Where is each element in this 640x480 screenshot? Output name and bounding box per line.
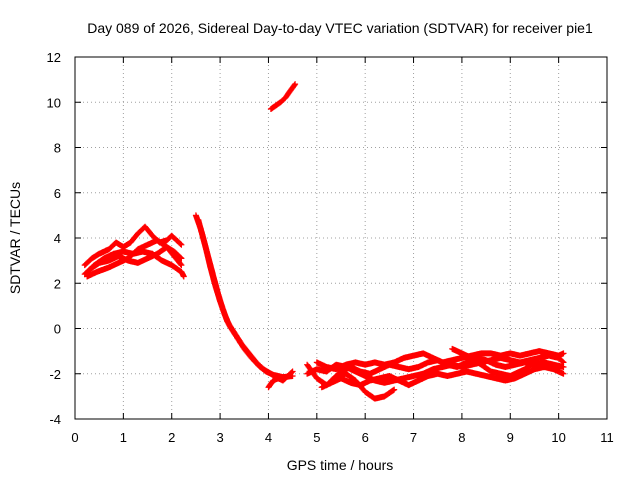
x-tick-label: 10 [551,430,565,445]
data-point [84,237,185,280]
series-track-7 [265,368,296,391]
data-point [328,354,567,384]
x-tick-label: 2 [168,430,175,445]
series-track-12 [318,364,567,391]
x-tick-label: 7 [410,430,417,445]
y-tick-label: 0 [54,322,61,337]
data-point [265,368,296,391]
x-tick-label: 5 [313,430,320,445]
y-tick-label: 6 [54,186,61,201]
x-tick-label: 1 [120,430,127,445]
series-track-4 [84,237,185,280]
x-tick-label: 9 [507,430,514,445]
chart-title: Day 089 of 2026, Sidereal Day-to-day VTE… [87,20,593,36]
series-track-5 [192,212,296,381]
x-tick-label: 11 [600,430,614,445]
x-tick-label: 4 [265,430,272,445]
y-tick-label: 8 [54,141,61,156]
y-tick-label: -4 [49,412,61,427]
series-track-14 [449,345,533,379]
data-point [192,212,296,381]
data-point [267,81,299,112]
series-track-13 [328,354,567,384]
x-tick-label: 0 [71,430,78,445]
y-tick-label: -2 [49,367,61,382]
y-axis-label: SDTVAR / TECUs [7,182,23,294]
data-point [318,364,567,391]
data-series [81,81,567,402]
data-point [449,345,533,379]
series-track-8 [267,81,299,112]
x-axis-label: GPS time / hours [287,457,394,473]
y-tick-label: 12 [47,50,61,65]
data-point [313,348,567,373]
y-tick-label: 10 [47,95,61,110]
x-tick-label: 3 [216,430,223,445]
x-tick-label: 8 [458,430,465,445]
y-tick-label: 2 [54,276,61,291]
y-tick-label: 4 [54,231,61,246]
x-tick-label: 6 [362,430,369,445]
series-track-6 [195,216,282,382]
plot-frame [74,56,608,420]
x-tick-labels: 0 1 2 3 4 5 6 7 8 9 10 11 [71,430,613,445]
data-point [195,216,282,382]
y-tick-labels: -4 -2 0 2 4 6 8 10 12 [47,50,61,427]
series-track-11 [313,348,567,373]
